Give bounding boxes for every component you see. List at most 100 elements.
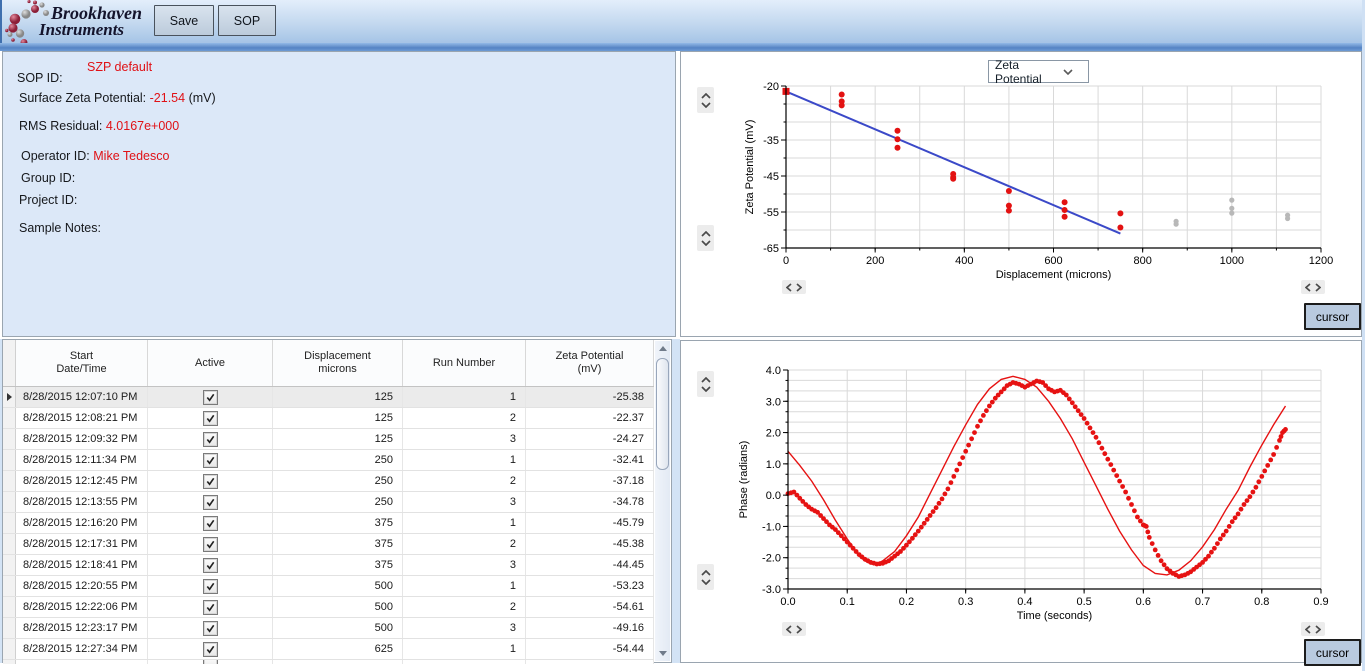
cell-start-datetime: 8/28/2015 12:17:31 PM bbox=[16, 534, 148, 554]
operator-id-value: Mike Tedesco bbox=[93, 149, 170, 163]
scroll-up-icon[interactable] bbox=[655, 341, 670, 356]
row-selector[interactable] bbox=[3, 576, 16, 596]
cell-active bbox=[148, 555, 273, 575]
table-row[interactable]: 8/28/2015 12:07:10 PM 125 1 -25.38 bbox=[3, 387, 654, 408]
cell-displacement: 375 bbox=[273, 555, 403, 575]
x-axis-right-scroller[interactable] bbox=[1301, 622, 1325, 636]
row-selector[interactable] bbox=[3, 387, 16, 407]
active-checkbox[interactable] bbox=[202, 599, 218, 615]
cell-start-datetime: 8/28/2015 12:20:55 PM bbox=[16, 576, 148, 596]
cell-start-datetime: 8/28/2015 12:11:34 PM bbox=[16, 450, 148, 470]
active-checkbox[interactable] bbox=[202, 641, 218, 657]
cell-start-datetime: 8/28/2015 12:07:10 PM bbox=[16, 387, 148, 407]
table-row[interactable]: 8/28/2015 12:23:17 PM 500 3 -49.16 bbox=[3, 618, 654, 639]
phase-cursor-button[interactable]: cursor bbox=[1304, 639, 1361, 666]
cell-displacement: 250 bbox=[273, 450, 403, 470]
plot-type-dropdown[interactable]: Zeta Potential bbox=[988, 57, 1089, 86]
row-selector[interactable] bbox=[3, 492, 16, 512]
active-checkbox[interactable] bbox=[202, 620, 218, 636]
cell-displacement: 375 bbox=[273, 513, 403, 533]
active-checkbox[interactable] bbox=[202, 494, 218, 510]
row-selector[interactable] bbox=[3, 450, 16, 470]
cell-start-datetime: 8/28/2015 12:22:06 PM bbox=[16, 597, 148, 617]
group-id-label: Group ID: bbox=[21, 171, 76, 185]
y-axis-lower-spinner[interactable] bbox=[697, 564, 714, 590]
row-selector[interactable] bbox=[3, 534, 16, 554]
cell-displacement: 125 bbox=[273, 408, 403, 428]
svg-text:0.6: 0.6 bbox=[1136, 596, 1151, 608]
column-header: Zeta Potential (mV) bbox=[526, 340, 654, 386]
cell-zeta: -44.45 bbox=[526, 555, 654, 575]
row-selector[interactable] bbox=[3, 555, 16, 575]
active-checkbox[interactable] bbox=[202, 515, 218, 531]
cell-zeta: -54.61 bbox=[526, 597, 654, 617]
zeta-cursor-button[interactable]: cursor bbox=[1304, 303, 1361, 330]
y-axis-upper-spinner[interactable] bbox=[697, 87, 714, 113]
cell-zeta: -22.37 bbox=[526, 408, 654, 428]
x-axis-right-scroller[interactable] bbox=[1301, 280, 1325, 294]
table-row[interactable]: 8/28/2015 12:17:31 PM 375 2 -45.38 bbox=[3, 534, 654, 555]
row-selector[interactable] bbox=[3, 408, 16, 428]
cell-run-number: 3 bbox=[403, 555, 526, 575]
svg-text:-35: -35 bbox=[763, 135, 779, 147]
table-row[interactable]: 8/28/2015 12:22:06 PM 500 2 -54.61 bbox=[3, 597, 654, 618]
active-checkbox[interactable] bbox=[202, 536, 218, 552]
active-checkbox[interactable] bbox=[202, 452, 218, 468]
y-axis-upper-spinner[interactable] bbox=[697, 371, 714, 397]
cell-active bbox=[148, 513, 273, 533]
save-button[interactable]: Save bbox=[154, 5, 214, 36]
table-row-partial[interactable] bbox=[3, 660, 654, 664]
row-selector[interactable] bbox=[3, 618, 16, 638]
table-row[interactable]: 8/28/2015 12:08:21 PM 125 2 -22.37 bbox=[3, 408, 654, 429]
svg-text:-45: -45 bbox=[763, 171, 779, 183]
active-checkbox[interactable] bbox=[202, 578, 218, 594]
active-checkbox[interactable] bbox=[202, 431, 218, 447]
svg-text:0.1: 0.1 bbox=[840, 596, 855, 608]
table-row[interactable]: 8/28/2015 12:12:45 PM 250 2 -37.18 bbox=[3, 471, 654, 492]
plot-type-value: Zeta Potential bbox=[995, 57, 1042, 86]
zeta-chart: 0 200 400 600 800 1000 1200 -20 -35 -45 -55 -65 Disp… bbox=[744, 81, 1333, 281]
cell-start-datetime: 8/28/2015 12:12:45 PM bbox=[16, 471, 148, 491]
table-scrollbar[interactable] bbox=[655, 341, 670, 661]
window-right-edge bbox=[1362, 0, 1365, 671]
row-selector[interactable] bbox=[3, 429, 16, 449]
sample-notes-label: Sample Notes: bbox=[19, 221, 101, 235]
cell-active bbox=[148, 534, 273, 554]
table-row[interactable]: 8/28/2015 12:09:32 PM 125 3 -24.27 bbox=[3, 429, 654, 450]
svg-text:2.0: 2.0 bbox=[766, 428, 781, 440]
row-selector[interactable] bbox=[3, 513, 16, 533]
row-selector[interactable] bbox=[3, 639, 16, 659]
zeta-chart-panel: 0 200 400 600 800 1000 1200 -20 -35 -45 -55 -65 Disp… bbox=[680, 51, 1362, 337]
table-row[interactable]: 8/28/2015 12:11:34 PM 250 1 -32.41 bbox=[3, 450, 654, 471]
cell-run-number: 1 bbox=[403, 513, 526, 533]
scroll-down-icon[interactable] bbox=[655, 646, 670, 661]
active-checkbox[interactable] bbox=[202, 557, 218, 573]
svg-text:3.0: 3.0 bbox=[766, 396, 781, 408]
x-axis-left-scroller[interactable] bbox=[782, 622, 806, 636]
table-row[interactable]: 8/28/2015 12:16:20 PM 375 1 -45.79 bbox=[3, 513, 654, 534]
svg-text:0.8: 0.8 bbox=[1254, 596, 1269, 608]
sop-button[interactable]: SOP bbox=[218, 5, 276, 36]
cell-displacement: 250 bbox=[273, 471, 403, 491]
cell-run-number: 1 bbox=[403, 450, 526, 470]
cell-active bbox=[148, 450, 273, 470]
cell-start-datetime: 8/28/2015 12:08:21 PM bbox=[16, 408, 148, 428]
active-checkbox[interactable] bbox=[202, 410, 218, 426]
table-row[interactable]: 8/28/2015 12:27:34 PM 625 1 -54.44 bbox=[3, 639, 654, 660]
window-left-edge bbox=[0, 339, 2, 663]
svg-text:200: 200 bbox=[866, 255, 884, 267]
table-row[interactable]: 8/28/2015 12:13:55 PM 250 3 -34.78 bbox=[3, 492, 654, 513]
row-selector[interactable] bbox=[3, 471, 16, 491]
cell-active bbox=[148, 576, 273, 596]
active-checkbox[interactable] bbox=[202, 473, 218, 489]
scrollbar-thumb[interactable] bbox=[656, 358, 669, 470]
fit-sine bbox=[787, 375, 1287, 576]
active-checkbox[interactable] bbox=[202, 389, 218, 405]
row-selector[interactable] bbox=[3, 597, 16, 617]
y-axis-lower-spinner[interactable] bbox=[697, 225, 714, 251]
x-axis-left-scroller[interactable] bbox=[782, 280, 806, 294]
svg-text:0.0: 0.0 bbox=[780, 596, 795, 608]
cell-start-datetime: 8/28/2015 12:13:55 PM bbox=[16, 492, 148, 512]
table-row[interactable]: 8/28/2015 12:18:41 PM 375 3 -44.45 bbox=[3, 555, 654, 576]
table-row[interactable]: 8/28/2015 12:20:55 PM 500 1 -53.23 bbox=[3, 576, 654, 597]
